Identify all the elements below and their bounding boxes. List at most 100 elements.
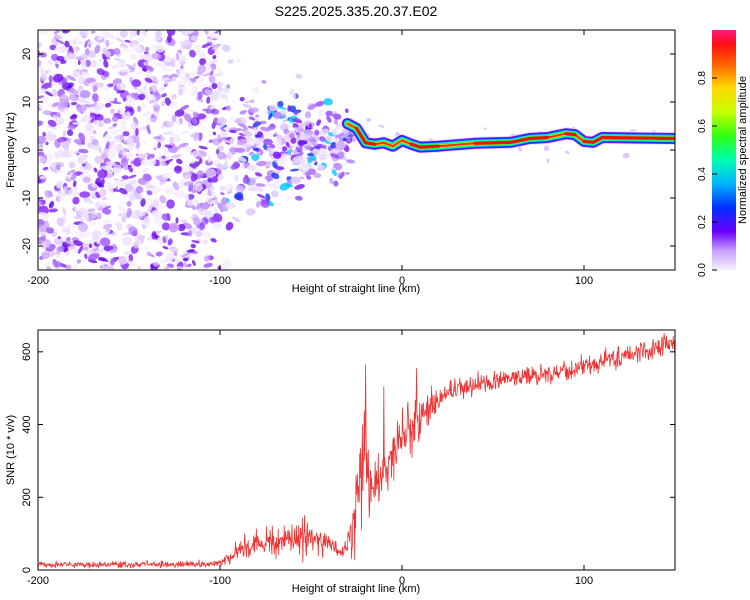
snr-y-tick-label: 400 xyxy=(21,415,33,433)
noise-blob xyxy=(88,243,93,249)
transition-blob xyxy=(222,139,231,144)
transition-blob xyxy=(295,131,300,136)
noise-blob xyxy=(187,229,193,237)
noise-blob xyxy=(124,39,132,43)
noise-blob xyxy=(42,95,49,104)
noise-blob xyxy=(92,229,102,240)
noise-blob xyxy=(162,246,169,250)
noise-blob xyxy=(155,175,162,180)
noise-blob xyxy=(159,180,166,185)
noise-blob xyxy=(52,88,58,97)
noise-blob xyxy=(174,145,181,151)
transition-blob xyxy=(254,172,263,177)
noise-blob xyxy=(176,80,185,87)
transition-blob xyxy=(217,137,227,142)
noise-blob xyxy=(47,67,53,74)
tone-track-peak xyxy=(527,135,550,141)
noise-blob xyxy=(38,135,47,145)
spectrogram-x-tick-label: -100 xyxy=(209,275,231,287)
transition-blob xyxy=(306,175,312,180)
transition-blob xyxy=(330,167,336,171)
transition-blob xyxy=(221,87,230,94)
track-speck xyxy=(346,136,354,139)
snr-series-line xyxy=(38,333,675,569)
colorbar-tick-label: 0.8 xyxy=(697,71,708,85)
noise-blob xyxy=(119,120,127,126)
noise-blob xyxy=(151,52,162,60)
noise-blob xyxy=(147,184,157,189)
noise-blob xyxy=(189,152,193,156)
noise-blob xyxy=(66,264,72,270)
noise-blob xyxy=(151,94,157,101)
transition-blob xyxy=(251,88,260,94)
noise-blob xyxy=(79,191,91,198)
noise-blob xyxy=(198,145,208,150)
noise-blob xyxy=(207,189,212,197)
noise-blob xyxy=(194,183,203,192)
transition-blob xyxy=(271,172,280,180)
noise-blob xyxy=(155,187,162,192)
transition-blob xyxy=(226,198,230,203)
noise-blob xyxy=(63,106,70,112)
transition-blob xyxy=(255,200,261,208)
noise-blob xyxy=(91,183,98,188)
transition-blob xyxy=(316,163,325,170)
transition-blob xyxy=(288,146,293,150)
noise-blob xyxy=(198,153,203,158)
noise-blob xyxy=(208,74,216,84)
noise-blob xyxy=(65,250,70,257)
transition-blob xyxy=(292,123,299,129)
noise-blob xyxy=(83,246,89,251)
noise-blob xyxy=(110,258,115,266)
noise-blob xyxy=(38,42,42,48)
noise-blob xyxy=(191,260,196,267)
spectrogram-marks xyxy=(38,30,675,270)
colorbar-tick-label: 0.4 xyxy=(697,167,708,181)
noise-blob xyxy=(65,239,72,244)
noise-blob xyxy=(66,75,76,81)
noise-blob xyxy=(116,222,123,232)
transition-blob xyxy=(266,147,272,153)
noise-blob xyxy=(206,96,211,104)
transition-blob xyxy=(248,116,256,121)
noise-blob xyxy=(74,186,78,190)
noise-blob xyxy=(107,149,116,159)
noise-blob xyxy=(191,117,198,125)
noise-blob xyxy=(40,68,45,76)
transition-blob xyxy=(273,117,278,121)
transition-blob xyxy=(248,151,255,156)
noise-blob xyxy=(72,180,77,188)
noise-blob xyxy=(148,85,158,93)
noise-blob xyxy=(87,253,98,262)
noise-blob xyxy=(70,113,78,120)
noise-blob xyxy=(123,250,131,256)
noise-blob xyxy=(209,213,214,218)
noise-blob xyxy=(38,205,43,214)
noise-blob xyxy=(195,97,204,103)
transition-blob xyxy=(335,141,347,149)
transition-blob xyxy=(319,128,329,136)
noise-blob xyxy=(128,226,138,236)
noise-blob xyxy=(112,129,122,133)
snr-chart: -200 -100 0 100 0 200 400 600 Height of straigh… xyxy=(5,329,676,595)
transition-blob xyxy=(332,113,342,120)
noise-blob xyxy=(191,150,200,158)
noise-blob xyxy=(108,125,117,130)
noise-blob xyxy=(151,209,161,219)
snr-y-tick-label: 200 xyxy=(21,488,33,506)
track-speck xyxy=(517,146,523,152)
noise-blob xyxy=(147,157,157,166)
noise-blob xyxy=(38,200,42,206)
noise-blob xyxy=(147,204,153,213)
noise-blob xyxy=(94,109,101,115)
noise-blob xyxy=(112,164,122,174)
noise-blob xyxy=(74,45,78,55)
noise-blob xyxy=(164,266,171,269)
noise-blob xyxy=(99,237,111,247)
transition-blob xyxy=(314,129,320,136)
noise-blob xyxy=(192,111,199,119)
noise-blob xyxy=(73,206,78,214)
noise-blob xyxy=(38,155,46,164)
transition-blob xyxy=(326,134,332,143)
